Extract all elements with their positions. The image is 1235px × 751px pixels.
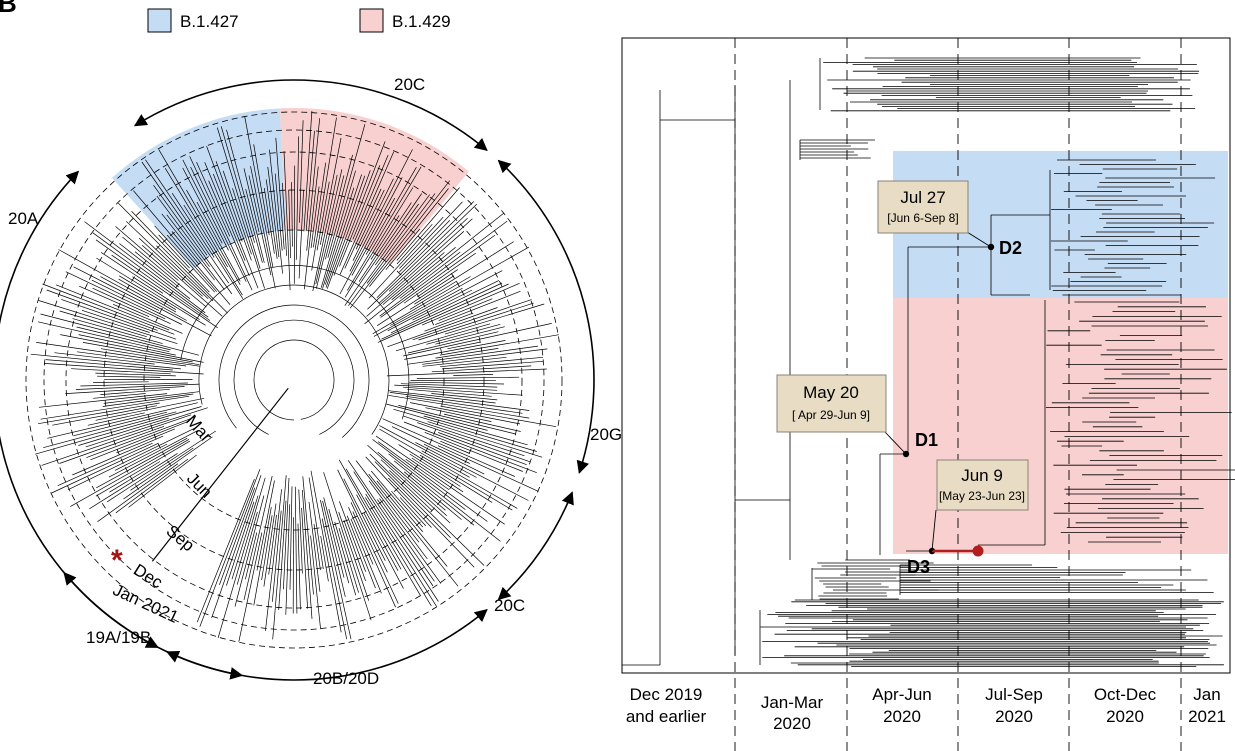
legend-label-b1429: B.1.429 xyxy=(392,12,451,31)
svg-text:[May 23-Jun 23]: [May 23-Jun 23] xyxy=(939,489,1025,503)
legend: B.1.427 B.1.429 xyxy=(147,8,451,33)
radial-branches xyxy=(30,110,559,642)
svg-text:D2: D2 xyxy=(999,238,1022,258)
panel-letter: B xyxy=(0,0,17,18)
clade-label-19a19b: 19A/19B xyxy=(86,628,151,647)
axis-label-4b: 2020 xyxy=(1106,707,1144,726)
axis-label-5: Jan xyxy=(1193,685,1220,704)
clade-label-20b20d: 20B/20D xyxy=(313,669,379,688)
b1429-clade-region xyxy=(893,298,1228,554)
svg-text:D3: D3 xyxy=(907,557,930,577)
axis-label-0b: and earlier xyxy=(626,707,707,726)
clade-arcs xyxy=(0,79,595,681)
axis-label-2: Apr-Jun xyxy=(872,685,932,704)
axis-label-1: Jan-Mar xyxy=(761,693,824,712)
axis-label-3b: 2020 xyxy=(995,707,1033,726)
axis-label-3: Jul-Sep xyxy=(985,685,1043,704)
svg-text:[ Apr 29-Jun 9]: [ Apr 29-Jun 9] xyxy=(792,408,870,422)
svg-text:[Jun 6-Sep 8]: [Jun 6-Sep 8] xyxy=(887,211,958,225)
b1429-sector xyxy=(279,108,469,266)
axis-label-4: Oct-Dec xyxy=(1094,685,1157,704)
time-axis: Dec 2019 and earlier Jan-Mar 2020 Apr-Ju… xyxy=(626,685,1226,733)
time-label-sep: Sep xyxy=(163,521,198,555)
svg-text:D1: D1 xyxy=(915,430,938,450)
axis-label-0: Dec 2019 xyxy=(630,685,703,704)
clade-label-20g: 20G xyxy=(590,425,622,444)
annotation-d3: Jun 9 [May 23-Jun 23] D3 xyxy=(907,459,1029,577)
root-marker: * xyxy=(111,544,123,577)
time-label-jun: Jun xyxy=(183,469,216,502)
annotation-d1: May 20 [ Apr 29-Jun 9] D1 xyxy=(776,374,938,455)
axis-label-2b: 2020 xyxy=(883,707,921,726)
legend-label-b1427: B.1.427 xyxy=(180,12,239,31)
legend-swatch-b1427 xyxy=(147,8,172,33)
clade-label-20c-top: 20C xyxy=(394,75,425,94)
clade-label-20c-right: 20C xyxy=(494,596,525,615)
annotation-d2: Jul 27 [Jun 6-Sep 8] D2 xyxy=(877,180,1022,258)
svg-text:May 20: May 20 xyxy=(803,383,859,402)
axis-label-1b: 2020 xyxy=(773,714,811,733)
clade-label-20a: 20A xyxy=(8,209,39,228)
svg-text:Jul 27: Jul 27 xyxy=(900,188,945,207)
legend-swatch-b1429 xyxy=(359,8,384,33)
node-d3-red xyxy=(972,545,984,557)
plot-frame xyxy=(621,37,1231,674)
linear-tree: Jul 27 [Jun 6-Sep 8] D2 May 20 [ Apr 29-… xyxy=(621,37,1235,751)
axis-label-5b: 2021 xyxy=(1188,707,1226,726)
linear-branches xyxy=(622,57,1235,667)
svg-text:Jun 9: Jun 9 xyxy=(961,466,1003,485)
radial-tree: 20C 20A 20G 20C 20B/20D 19A/19B Mar Jun … xyxy=(0,75,622,688)
time-label-jan2021: Jan 2021 xyxy=(110,580,181,627)
